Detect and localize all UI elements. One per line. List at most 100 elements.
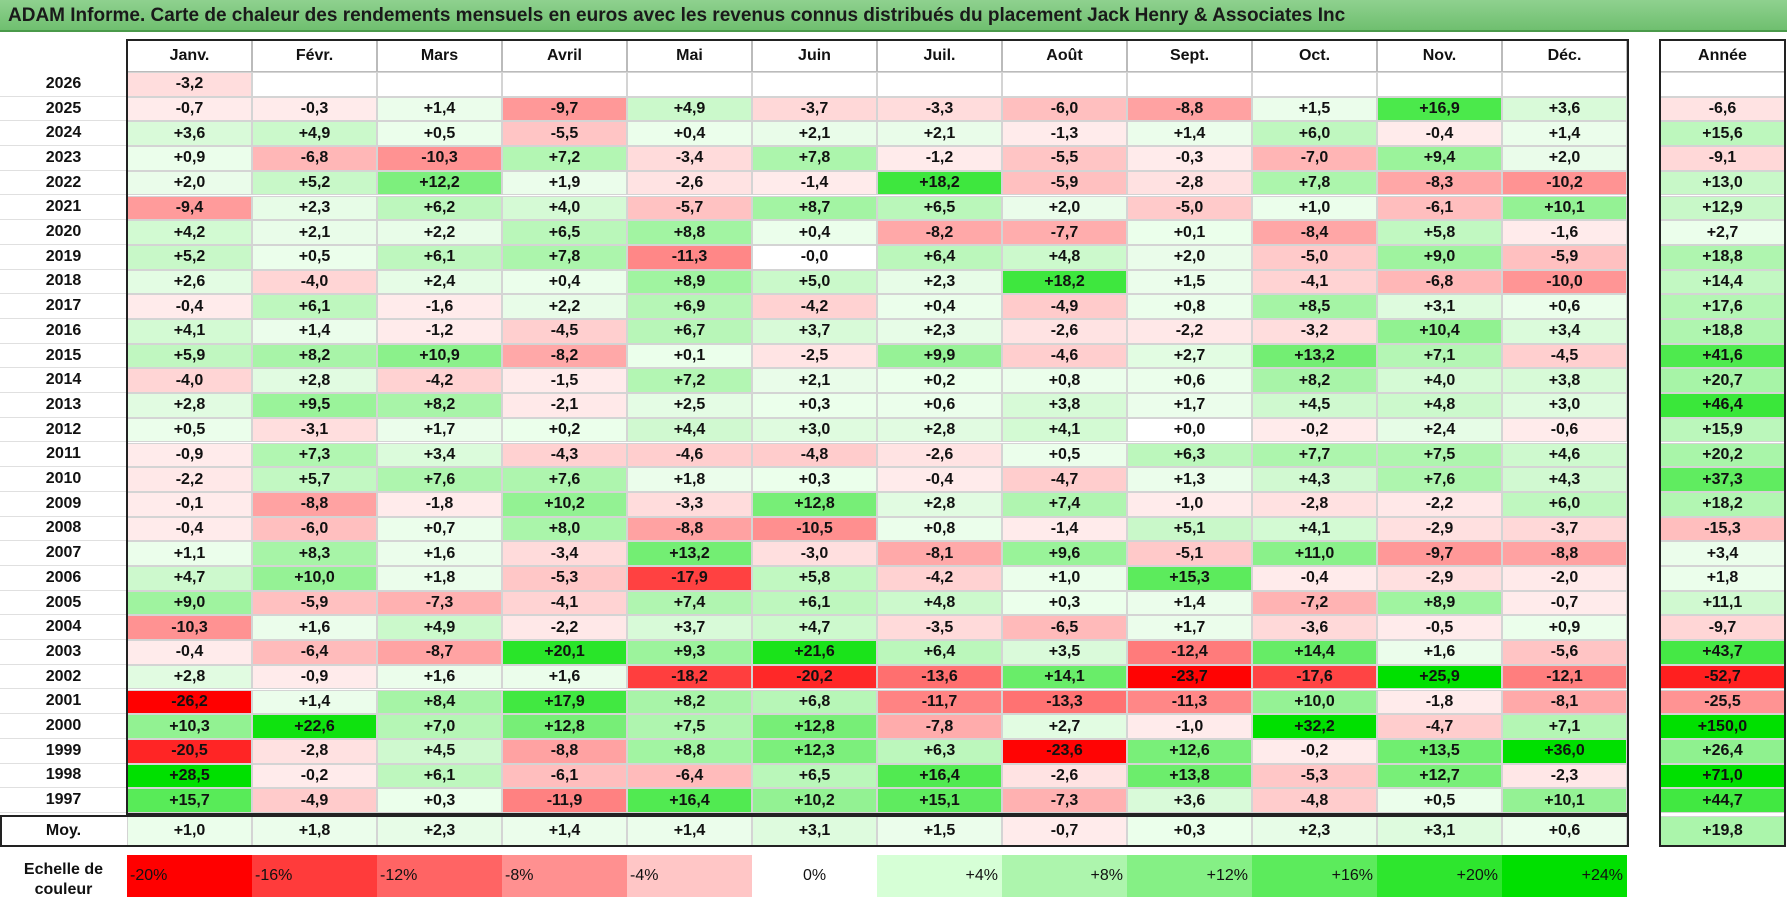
heatmap-cell: +4,1 <box>1252 516 1377 542</box>
heatmap-cell: +1,8 <box>627 467 752 492</box>
heatmap-cell: +0,1 <box>627 343 752 369</box>
heatmap-cell: -4,7 <box>1377 714 1502 739</box>
year-label: 2004 <box>0 615 127 641</box>
annual-cell: +18,2 <box>1660 491 1785 517</box>
heatmap-cell: +0,3 <box>752 467 877 492</box>
heatmap-cell: -5,3 <box>502 566 627 591</box>
heatmap-cell: +4,9 <box>252 121 377 147</box>
heatmap-cell: +0,4 <box>502 269 627 295</box>
heatmap-cell: +8,3 <box>252 541 377 566</box>
heatmap-cell: +3,6 <box>1127 788 1252 813</box>
heatmap-cell: -4,0 <box>252 269 377 295</box>
legend-swatch: -20% <box>127 855 252 897</box>
heatmap-cell: +0,3 <box>752 393 877 418</box>
heatmap-cell: -1,3 <box>1002 121 1127 147</box>
average-cell: +0,6 <box>1502 816 1627 846</box>
heatmap-cell: +18,2 <box>1002 269 1127 295</box>
year-label: 2016 <box>0 319 127 344</box>
heatmap-cell: -0,7 <box>127 96 252 122</box>
heatmap-cell: -8,8 <box>627 516 752 542</box>
year-label: 2012 <box>0 417 127 443</box>
year-label: 2025 <box>0 96 127 122</box>
heatmap-cell: -6,0 <box>1002 96 1127 122</box>
heatmap-cell: +0,6 <box>1502 294 1627 319</box>
heatmap-cell: +7,1 <box>1377 343 1502 369</box>
heatmap-cell: +4,8 <box>1377 393 1502 418</box>
heatmap-cell: -8,8 <box>502 738 627 764</box>
heatmap-cell: +2,8 <box>127 664 252 690</box>
heatmap-cell: +0,8 <box>877 516 1002 542</box>
heatmap-cell: +1,5 <box>1252 96 1377 122</box>
heatmap-cell: +0,9 <box>127 146 252 171</box>
heatmap-cell: +8,8 <box>627 738 752 764</box>
heatmap-cell: +14,4 <box>1252 640 1377 665</box>
heatmap-cell: -7,3 <box>377 590 502 616</box>
heatmap-cell: -2,8 <box>1252 491 1377 517</box>
heatmap-cell: +5,8 <box>752 566 877 591</box>
annual-cell: +11,1 <box>1660 590 1785 616</box>
heatmap-cell: -5,9 <box>1502 244 1627 270</box>
heatmap-cell: +7,5 <box>627 714 752 739</box>
heatmap-cell: -4,8 <box>1252 788 1377 813</box>
heatmap-cell: +1,6 <box>502 664 627 690</box>
heatmap-cell: -4,5 <box>502 319 627 344</box>
heatmap-cell: +15,3 <box>1127 566 1252 591</box>
heatmap-cell: +0,5 <box>252 244 377 270</box>
heatmap-cell: +4,6 <box>1502 442 1627 468</box>
heatmap-cell: -7,7 <box>1002 220 1127 245</box>
heatmap-cell: -20,2 <box>752 664 877 690</box>
heatmap-cell: +2,1 <box>877 121 1002 147</box>
heatmap-cell: +9,9 <box>877 343 1002 369</box>
heatmap-cell: -2,6 <box>1002 319 1127 344</box>
heatmap-cell: +1,4 <box>1127 121 1252 147</box>
column-header: Déc. <box>1502 40 1627 72</box>
heatmap-cell: -0,4 <box>127 640 252 665</box>
heatmap-cell: +0,3 <box>1002 590 1127 616</box>
heatmap-cell: +6,8 <box>752 689 877 715</box>
heatmap-cell: -5,6 <box>1502 640 1627 665</box>
heatmap-cell: -10,3 <box>127 615 252 641</box>
heatmap-cell: -4,7 <box>1002 467 1127 492</box>
legend-swatch: +24% <box>1502 855 1627 897</box>
heatmap-cell: +3,4 <box>1502 319 1627 344</box>
heatmap-cell: +1,6 <box>377 664 502 690</box>
legend-swatch: +16% <box>1252 855 1377 897</box>
heatmap-cell: -10,2 <box>1502 170 1627 196</box>
annual-cell: +15,6 <box>1660 121 1785 147</box>
heatmap-cell: +0,5 <box>377 121 502 147</box>
heatmap-cell: -20,5 <box>127 738 252 764</box>
heatmap-cell: +10,2 <box>502 491 627 517</box>
year-label: 2017 <box>0 294 127 319</box>
heatmap-cell: +2,0 <box>1502 146 1627 171</box>
year-label: 2002 <box>0 664 127 690</box>
heatmap-cell: +10,0 <box>1252 689 1377 715</box>
heatmap-cell: -10,0 <box>1502 269 1627 295</box>
heatmap-cell: +1,4 <box>1502 121 1627 147</box>
heatmap-cell: -8,8 <box>252 491 377 517</box>
heatmap-cell: +15,1 <box>877 788 1002 813</box>
heatmap-cell: -0,6 <box>1502 417 1627 443</box>
heatmap-cell: -2,2 <box>1127 319 1252 344</box>
heatmap-cell: -5,5 <box>1002 146 1127 171</box>
heatmap-cell: -5,9 <box>1002 170 1127 196</box>
heatmap-cell: +6,1 <box>752 590 877 616</box>
heatmap-cell: +3,0 <box>1502 393 1627 418</box>
heatmap-cell: -0,2 <box>1252 417 1377 443</box>
heatmap-cell: +10,1 <box>1502 788 1627 813</box>
heatmap-cell: +11,0 <box>1252 541 1377 566</box>
heatmap-cell: -4,3 <box>502 442 627 468</box>
heatmap-cell: +9,6 <box>1002 541 1127 566</box>
heatmap-cell: -26,2 <box>127 689 252 715</box>
heatmap-cell: -18,2 <box>627 664 752 690</box>
heatmap-cell: -4,1 <box>1252 269 1377 295</box>
column-header: Févr. <box>252 40 377 72</box>
average-cell: +1,4 <box>502 816 627 846</box>
heatmap-cell: +1,4 <box>1127 590 1252 616</box>
heatmap-cell: +8,7 <box>752 195 877 221</box>
heatmap-cell: +3,1 <box>1377 294 1502 319</box>
heatmap-cell: +10,1 <box>1502 195 1627 221</box>
annual-cell: +18,8 <box>1660 319 1785 344</box>
heatmap-cell: +12,8 <box>752 491 877 517</box>
year-label: 1999 <box>0 738 127 764</box>
year-label: 2014 <box>0 368 127 394</box>
